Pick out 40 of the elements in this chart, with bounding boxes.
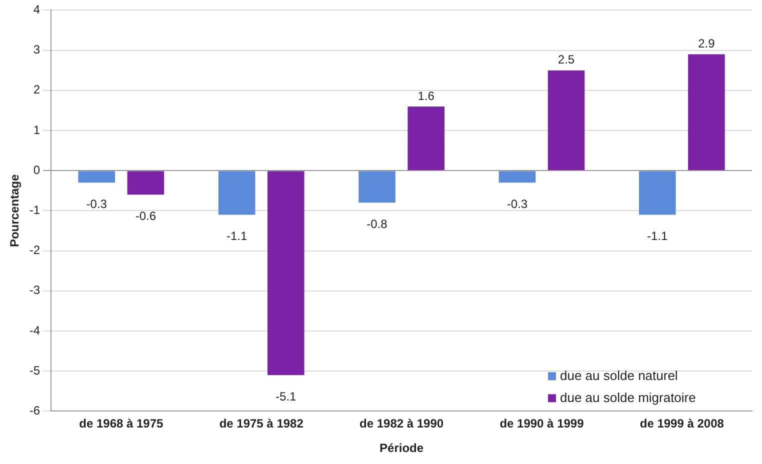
data-label: 2.5 xyxy=(558,52,575,67)
y-tick-label: -1 xyxy=(29,203,40,218)
x-tick-label: de 1975 à 1982 xyxy=(219,416,304,431)
data-label: -0.8 xyxy=(366,216,388,231)
data-label: -5.1 xyxy=(276,389,297,404)
data-label: -0.3 xyxy=(86,196,108,211)
y-tick-label: -2 xyxy=(29,243,40,258)
bar xyxy=(688,54,725,170)
bar xyxy=(218,171,256,215)
bar xyxy=(498,171,536,183)
data-label: -1.1 xyxy=(226,229,248,244)
y-tick-label: 3 xyxy=(33,42,40,57)
y-tick-label: -6 xyxy=(29,404,40,418)
bar xyxy=(408,106,444,170)
bar xyxy=(267,171,304,376)
bar xyxy=(638,171,676,215)
bar xyxy=(78,171,116,183)
data-label: -1.1 xyxy=(647,229,668,244)
x-axis-title: Période xyxy=(380,441,424,456)
y-tick-label: -5 xyxy=(29,363,40,378)
x-tick-label: de 1982 à 1990 xyxy=(359,416,444,431)
legend-label: due au solde migratoire xyxy=(560,390,696,405)
y-tick-label: 4 xyxy=(33,2,40,17)
x-tick-label: de 1968 à 1975 xyxy=(79,416,164,431)
data-label: -0.3 xyxy=(506,196,528,211)
y-axis-title: Pourcentage xyxy=(8,174,22,248)
bar xyxy=(358,171,396,203)
x-tick-label: de 1999 à 2008 xyxy=(640,416,724,431)
legend-label: due au solde naturel xyxy=(560,368,678,383)
data-label: -0.6 xyxy=(135,208,156,223)
y-tick-label: 1 xyxy=(33,122,40,137)
bar xyxy=(127,171,164,195)
data-label: 1.6 xyxy=(418,88,435,103)
y-tick-label: 2 xyxy=(33,82,40,97)
y-tick-label: 0 xyxy=(33,162,40,177)
bar xyxy=(548,70,585,170)
y-tick-label: -3 xyxy=(29,283,40,298)
y-tick-label: -4 xyxy=(29,323,40,338)
data-label: 2.9 xyxy=(698,36,716,51)
x-tick-label: de 1990 à 1999 xyxy=(500,416,584,431)
